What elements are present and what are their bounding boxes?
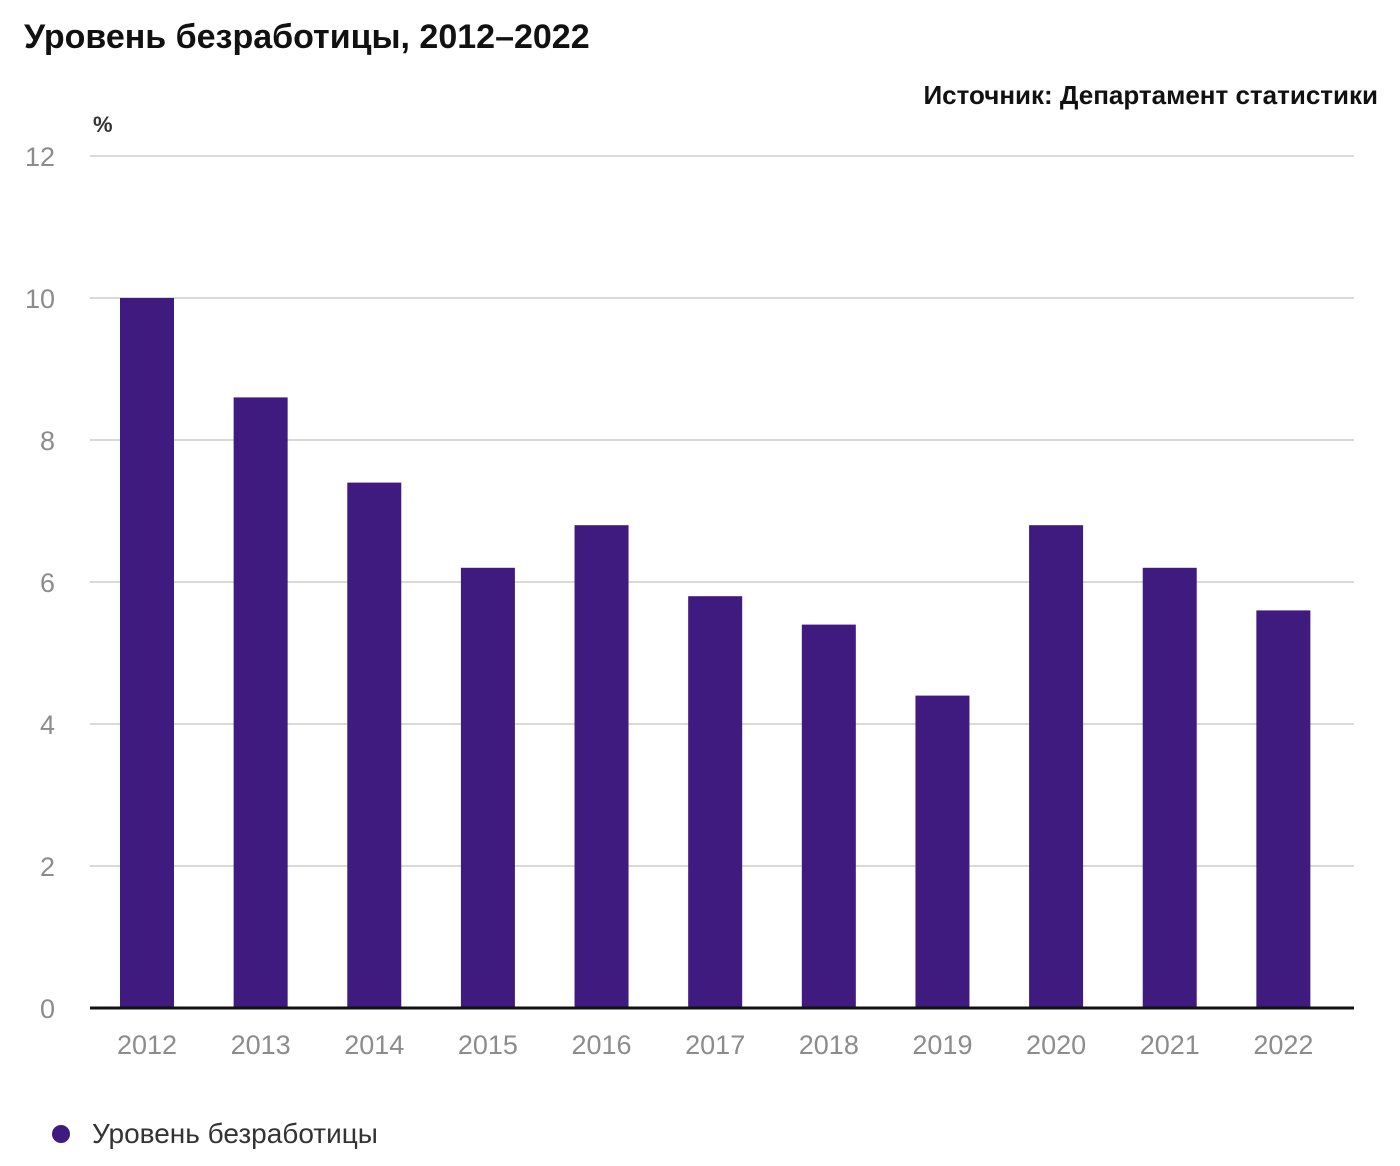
bar [233, 397, 288, 1008]
bar [1029, 525, 1084, 1008]
x-tick-label: 2014 [344, 1030, 404, 1060]
y-tick-label: 4 [40, 710, 55, 740]
bar [915, 695, 970, 1008]
chart-title: Уровень безработицы, 2012–2022 [24, 18, 590, 56]
bar [347, 482, 402, 1009]
bar [460, 567, 515, 1008]
x-tick-label: 2017 [685, 1030, 745, 1060]
legend-marker [52, 1125, 70, 1143]
y-tick-label: 0 [40, 994, 55, 1024]
bar [801, 624, 856, 1008]
bar [574, 525, 629, 1008]
x-tick-label: 2018 [799, 1030, 859, 1060]
bar [1256, 610, 1311, 1008]
x-tick-label: 2016 [572, 1030, 632, 1060]
x-tick-label: 2019 [912, 1030, 972, 1060]
legend: Уровень безработицы [52, 1118, 378, 1150]
x-tick-label: 2013 [231, 1030, 291, 1060]
x-tick-label: 2020 [1026, 1030, 1086, 1060]
x-tick-label: 2021 [1140, 1030, 1200, 1060]
legend-label: Уровень безработицы [92, 1118, 378, 1149]
y-tick-label: 10 [25, 284, 55, 314]
y-tick-label: 12 [25, 142, 55, 172]
y-unit-label: % [93, 112, 113, 137]
x-tick-label: 2012 [117, 1030, 177, 1060]
x-tick-label: 2015 [458, 1030, 518, 1060]
y-tick-label: 2 [40, 852, 55, 882]
bar [688, 596, 743, 1008]
x-tick-label: 2022 [1253, 1030, 1313, 1060]
chart-source: Источник: Департамент статистики [923, 80, 1378, 110]
y-tick-label: 8 [40, 426, 55, 456]
y-tick-label: 6 [40, 568, 55, 598]
bar [120, 298, 174, 1008]
bar [1142, 567, 1197, 1008]
